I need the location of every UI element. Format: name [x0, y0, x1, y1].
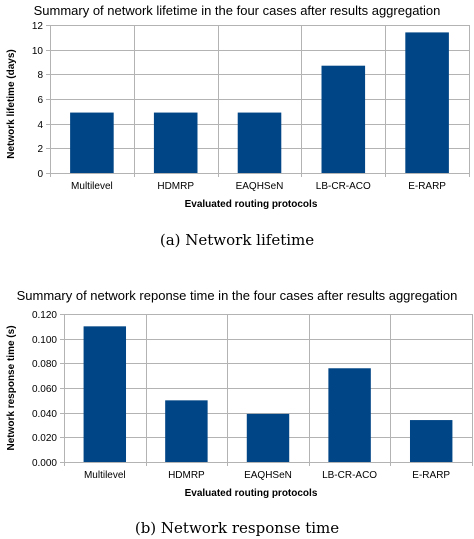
chart-a-title: Summary of network lifetime in the four … [34, 3, 441, 18]
chart-b-title: Summary of network reponse time in the f… [17, 288, 458, 303]
b-ytick-label: 0.020 [32, 433, 57, 444]
chart-lifetime: Summary of network lifetime in the four … [6, 3, 470, 249]
caption-b: (b) Network response time [135, 519, 339, 537]
b-bar-hdmrp [165, 400, 208, 462]
chart-b-xlabel: Evaluated routing protocols [185, 488, 318, 499]
a-xtick-label: EAQHSeN [236, 181, 284, 192]
a-bar-hdmrp [153, 112, 198, 173]
b-bar-multilevel [83, 326, 127, 462]
a-bar-lb-cr-aco [321, 65, 366, 173]
a-bar-eaqhsen [237, 112, 282, 173]
a-xtick-label: Multilevel [71, 181, 113, 192]
b-xtick-label: Multilevel [84, 470, 126, 481]
b-xtick-label: LB-CR-ACO [322, 470, 377, 481]
a-bar-e-rarp [405, 32, 449, 174]
b-bar-e-rarp [409, 420, 453, 462]
a-ytick-label: 8 [37, 70, 43, 81]
a-ytick-label: 0 [37, 169, 43, 180]
chart-a-ylabel: Network lifetime (days) [6, 49, 17, 158]
caption-a: (a) Network lifetime [160, 231, 314, 249]
b-bar-eaqhsen [246, 413, 290, 462]
b-ytick-label: 0.120 [32, 310, 57, 321]
chart-a-xlabel: Evaluated routing protocols [185, 199, 318, 210]
b-ytick-label: 0.000 [32, 458, 57, 469]
a-ytick-label: 10 [32, 46, 44, 57]
chart-response-time: Summary of network reponse time in the f… [6, 288, 473, 537]
b-ytick-label: 0.040 [32, 409, 57, 420]
b-ytick-label: 0.060 [32, 384, 57, 395]
a-xtick-label: HDMRP [157, 181, 194, 192]
a-ytick-label: 4 [37, 120, 43, 131]
b-plot-frame [64, 314, 473, 463]
a-xtick-label: LB-CR-ACO [316, 181, 371, 192]
a-ytick-label: 2 [37, 144, 43, 155]
a-plot-frame [50, 25, 470, 174]
chart-b-ylabel: Network response time (s) [6, 325, 17, 450]
b-ytick-label: 0.080 [32, 359, 57, 370]
b-xtick-label: E-RARP [412, 470, 450, 481]
a-xtick-label: E-RARP [408, 181, 446, 192]
b-bar-lb-cr-aco [328, 368, 371, 462]
b-ytick-label: 0.100 [32, 335, 57, 346]
a-bar-multilevel [70, 112, 114, 173]
a-ytick-label: 12 [32, 21, 44, 32]
b-xtick-label: EAQHSeN [244, 470, 292, 481]
a-ytick-label: 6 [37, 95, 43, 106]
b-xtick-label: HDMRP [168, 470, 205, 481]
